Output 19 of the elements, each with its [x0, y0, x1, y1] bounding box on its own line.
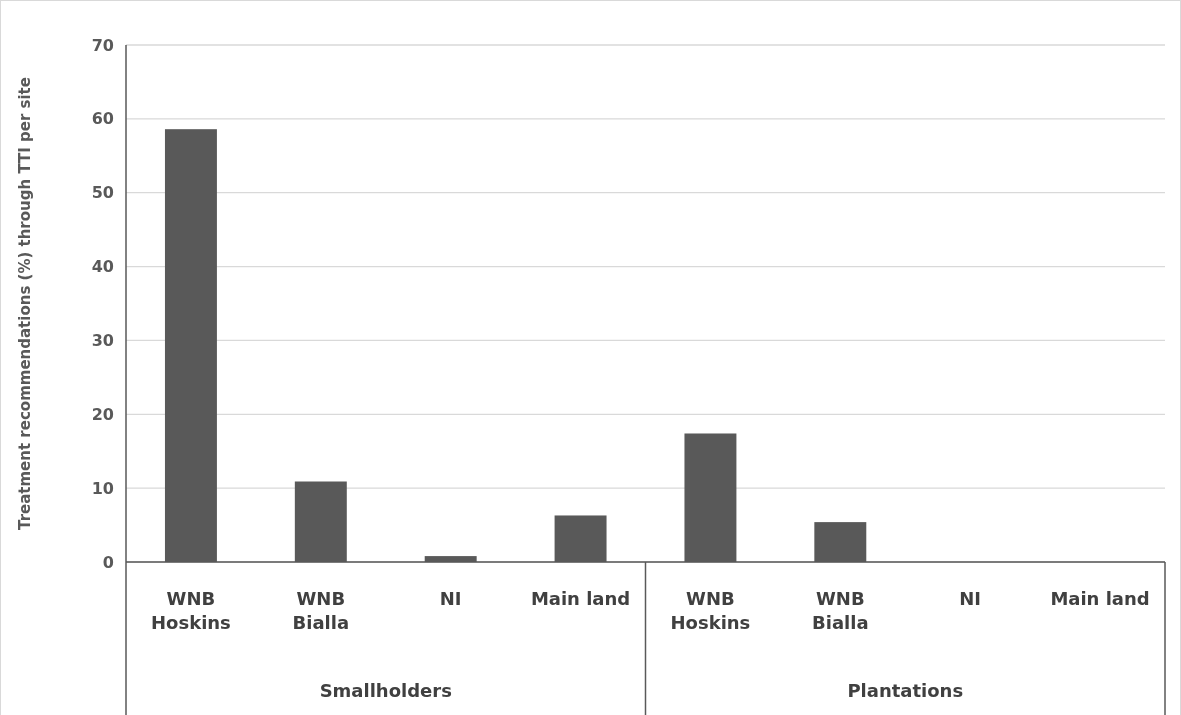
text: Plantations	[847, 680, 964, 701]
x-tick-label: NI	[959, 588, 982, 609]
y-tick-label: 40	[91, 257, 114, 277]
text: Smallholders	[319, 680, 452, 701]
x-tick-label: WNB Hoskins	[670, 588, 751, 633]
x-tick-label: WNB Hoskins	[151, 588, 231, 633]
y-tick-label: 60	[91, 109, 114, 129]
x-tick-label: Main land	[1050, 588, 1150, 609]
x-tick-label: WNB Bialla	[812, 588, 869, 633]
y-tick-label: 50	[91, 183, 114, 203]
x-tick-label: WNB Bialla	[292, 588, 350, 633]
x-tick-label: NI	[439, 588, 462, 609]
x-tick-label: Main land	[530, 588, 631, 609]
y-tick-label: 70	[91, 35, 114, 55]
y-tick-label: 10	[91, 478, 114, 498]
y-tick-label: 30	[91, 331, 114, 351]
y-tick-label: 20	[91, 404, 114, 424]
y-axis-title: Treatment recommendations (%) through TTI per site	[16, 77, 34, 530]
y-tick-label: 0	[102, 552, 114, 572]
